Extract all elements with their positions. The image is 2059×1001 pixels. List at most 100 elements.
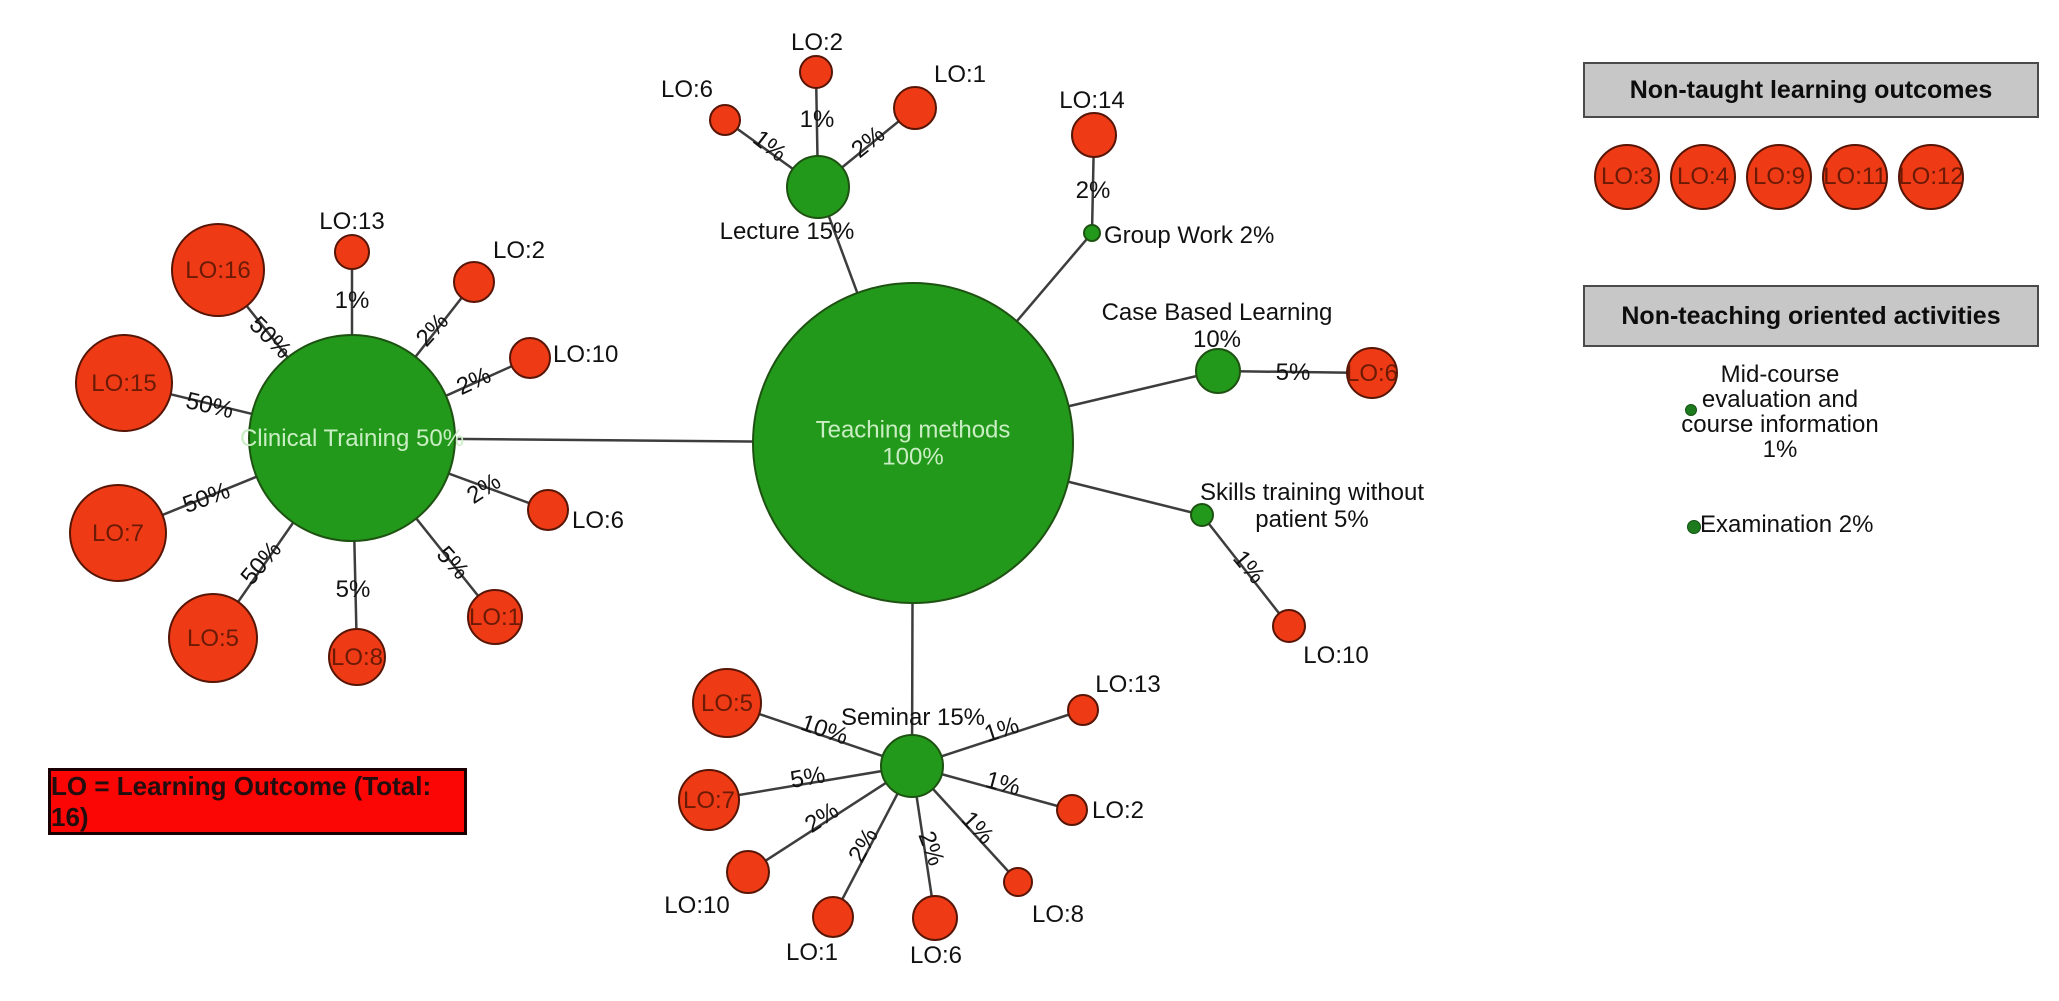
edge-seminar-s7 [708,764,913,802]
node-s1-label: LO:1 [786,939,838,966]
node-s8-label: LO:8 [1032,901,1084,928]
node-c2-label: LO:2 [493,237,545,264]
edge-label-cbl-cbl6: 5% [1276,359,1311,386]
node-groupwork-label: Group Work 2% [1104,222,1274,249]
edge-label-skills-sk10: 1% [1227,545,1270,589]
edge-label-groupwork-lo14: 2% [1076,177,1111,204]
node-s13-label: LO:13 [1095,671,1160,698]
node-s10-label: LO:10 [664,892,729,919]
edge-label-seminar-s2: 1% [983,766,1023,801]
node-l2-circle [799,55,833,89]
node-skills-circle [1190,503,1214,527]
node-sk10-circle [1272,609,1306,643]
edge-label-seminar-s10: 2% [800,797,844,839]
examination-label: Examination 2% [1700,511,1874,538]
node-c5-label: LO:5 [187,625,239,652]
edge-label-seminar-s13: 1% [981,712,1022,748]
node-c2-circle [453,261,495,303]
edge-label-clinical-c13: 1% [335,287,370,314]
non-taught-chip-row: LO:3 LO:4 LO:9 LO:11 LO:12 [1594,144,1964,210]
edge-label-clinical-c15: 50% [183,387,236,424]
node-c5-circle [168,593,258,683]
node-l1-label: LO:1 [934,61,986,88]
node-c13-circle [334,234,370,270]
node-l2-label: LO:2 [791,29,843,56]
edge-label-clinical-c1: 5% [431,541,474,585]
node-teaching-label: 100% [882,444,943,471]
node-lo14-circle [1071,112,1117,158]
node-s13-circle [1067,694,1099,726]
node-c6-circle [527,489,569,531]
node-groupwork-circle [1083,224,1101,242]
node-c15-label: LO:15 [91,370,156,397]
edge-label-seminar-s8: 1% [956,806,999,850]
node-s2-label: LO:2 [1092,797,1144,824]
edge-seminar-s10 [747,764,913,874]
non-taught-header: Non-taught learning outcomes [1583,62,2039,118]
node-cbl-circle [1195,348,1241,394]
non-taught-lo-chip: LO:12 [1898,144,1964,210]
node-clinical-label: Clinical Training 50% [240,425,464,452]
node-c6-label: LO:6 [572,507,624,534]
node-skills-label: Skills training without [1200,479,1424,506]
node-c8-circle [328,628,386,686]
edge-skills-sk10 [1201,514,1290,627]
node-cbl6-circle [1346,347,1398,399]
non-taught-lo-chip: LO:9 [1746,144,1812,210]
node-s5-circle [692,668,762,738]
node-cbl-label: Case Based Learning [1102,299,1333,326]
node-s7-circle [678,769,740,831]
non-taught-title: Non-taught learning outcomes [1629,75,1993,104]
node-s10-circle [726,850,770,894]
node-s7-label: LO:7 [683,787,735,814]
node-teaching-circle [752,282,1074,604]
node-c10-label: LO:10 [553,341,618,368]
node-c1-label: LO:1 [469,604,521,631]
non-teaching-header: Non-teaching oriented activities [1583,285,2039,347]
node-l6-label: LO:6 [661,76,713,103]
node-clinical-circle [248,334,456,542]
edge-label-lecture-l2: 1% [800,106,835,133]
node-seminar-circle [880,734,944,798]
examination-dot-icon [1687,520,1701,534]
node-c7-circle [69,484,167,582]
edge-label-seminar-s6: 2% [912,828,949,870]
node-c16-label: LO:16 [185,257,250,284]
node-lecture-label: Lecture 15% [720,218,855,245]
node-l1-circle [893,86,937,130]
node-lo14-label: LO:14 [1059,87,1124,114]
node-teaching-label: Teaching methods [816,417,1011,444]
node-s6-label: LO:6 [910,942,962,969]
edge-label-clinical-c8: 5% [336,576,371,603]
node-c13-label: LO:13 [319,208,384,235]
midcourse-label: Mid-course evaluation and course informa… [1681,361,1879,463]
node-s8-circle [1003,867,1033,897]
node-s6-circle [912,895,958,941]
non-teaching-title: Non-teaching oriented activities [1621,301,2001,330]
lo-abbreviation-legend: LO = Learning Outcome (Total: 16) [48,768,467,835]
edge-label-lecture-l6: 1% [748,125,792,168]
node-c1-circle [467,589,523,645]
edge-label-clinical-c7: 50% [179,477,233,519]
edge-label-clinical-c10: 2% [452,362,495,401]
node-c10-circle [509,337,551,379]
node-c15-circle [75,334,173,432]
node-s1-circle [812,896,854,938]
node-s5-label: LO:5 [701,690,753,717]
midcourse-dot-icon [1685,404,1697,416]
node-l6-circle [709,104,741,136]
node-lecture-circle [786,155,850,219]
node-sk10-label: LO:10 [1303,642,1368,669]
node-c7-label: LO:7 [92,520,144,547]
node-cbl6-label: LO:6 [1346,360,1398,387]
non-taught-lo-chip: LO:11 [1822,144,1888,210]
node-c8-label: LO:8 [331,644,383,671]
node-c16-circle [171,223,265,317]
node-seminar-label: Seminar 15% [841,704,985,731]
non-taught-lo-chip: LO:3 [1594,144,1660,210]
lo-abbreviation-text: LO = Learning Outcome (Total: 16) [51,770,432,832]
node-s2-circle [1056,794,1088,826]
node-cbl-label: 10% [1193,326,1241,353]
